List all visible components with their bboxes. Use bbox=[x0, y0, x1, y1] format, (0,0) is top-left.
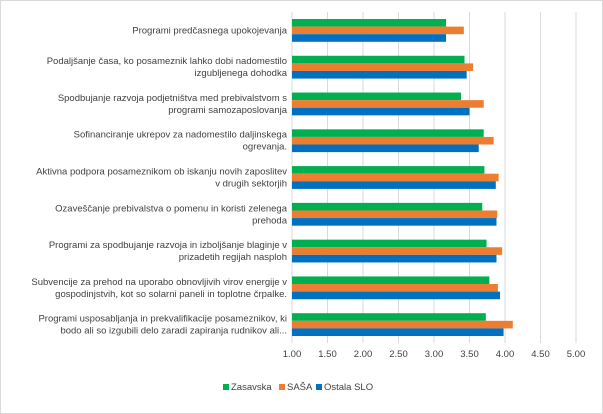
x-tick-labels: 1.00 1.50 2.00 2.50 3.00 3.50 4.00 4.50 5.00 bbox=[283, 349, 586, 360]
category-label: Spodbujanje razvoja podjetništva med pre… bbox=[58, 93, 287, 104]
bar bbox=[292, 284, 498, 292]
category-labels: Programi predčasnega upokojevanja Podaljš… bbox=[31, 25, 287, 336]
category-label: Ozaveščanje prebivalstva o pomenu in kor… bbox=[55, 203, 288, 214]
legend-label: Ostala SLO bbox=[324, 382, 373, 393]
x-tick-label: 4.00 bbox=[496, 349, 515, 360]
bar bbox=[292, 34, 447, 42]
category-label: bodo ali so izgubili delo zaradi zapiran… bbox=[60, 326, 287, 337]
bar bbox=[292, 181, 496, 189]
legend-swatch bbox=[279, 384, 285, 390]
bar bbox=[292, 55, 465, 64]
category-label: prehoda bbox=[252, 215, 288, 226]
bar bbox=[292, 247, 503, 255]
bar bbox=[292, 173, 499, 182]
bar bbox=[292, 107, 470, 116]
category-label: Aktivna podpora posameznikom ob iskanju … bbox=[36, 167, 287, 178]
legend-swatch bbox=[223, 384, 229, 390]
bar bbox=[292, 320, 513, 329]
x-tick-label: 2.50 bbox=[389, 349, 408, 360]
category-label: izgubljenega dohodka bbox=[195, 68, 288, 79]
x-tick-label: 2.00 bbox=[354, 349, 373, 360]
bar bbox=[292, 100, 484, 108]
bar bbox=[292, 239, 487, 248]
bar bbox=[292, 92, 461, 101]
category-label: Programi usposabljanja in prekvalifikaci… bbox=[38, 314, 287, 325]
bar bbox=[292, 26, 464, 35]
category-label: Programi predčasnega upokojevanja bbox=[132, 25, 287, 36]
x-tick-label: 3.00 bbox=[425, 349, 444, 360]
bar bbox=[292, 18, 447, 27]
bars bbox=[292, 18, 513, 337]
bar bbox=[292, 144, 479, 153]
x-tick-label: 5.00 bbox=[567, 349, 586, 360]
bar bbox=[292, 291, 501, 300]
bar bbox=[292, 276, 490, 285]
category-label: Programi za spodbujanje razvoja in izbol… bbox=[49, 240, 287, 251]
bar bbox=[292, 136, 494, 145]
legend-label: Zasavska bbox=[231, 382, 272, 393]
legend: Zasavska SAŠA Ostala SLO bbox=[223, 382, 373, 393]
bar bbox=[292, 63, 474, 71]
bar bbox=[292, 202, 483, 211]
category-label: prizadetih regijah nasploh bbox=[179, 252, 287, 263]
bar bbox=[292, 218, 497, 226]
category-label: v drugih sektorjih bbox=[215, 179, 287, 190]
x-tick-label: 1.00 bbox=[283, 349, 302, 360]
bar bbox=[292, 210, 498, 219]
category-label: Subvencije za prehod na uporabo obnovlji… bbox=[31, 277, 287, 288]
bar bbox=[292, 70, 467, 79]
bar bbox=[292, 328, 504, 337]
bar bbox=[292, 166, 485, 174]
legend-swatch bbox=[316, 384, 322, 390]
x-tick-label: 3.50 bbox=[460, 349, 479, 360]
category-label: Sofinanciranje ukrepov za nadomestilo da… bbox=[74, 130, 288, 141]
category-label: ogrevanja. bbox=[243, 142, 287, 153]
category-label: programi samozaposlovanja bbox=[168, 105, 288, 116]
bar bbox=[292, 129, 484, 137]
x-tick-label: 4.50 bbox=[531, 349, 550, 360]
legend-label: SAŠA bbox=[287, 382, 313, 393]
bar bbox=[292, 254, 497, 263]
category-label: Podaljšanje časa, ko posameznik lahko do… bbox=[47, 56, 287, 67]
x-tick-label: 1.50 bbox=[318, 349, 337, 360]
category-label: gospodinjstvih, kot so solarni paneli in… bbox=[55, 289, 287, 300]
bar bbox=[292, 313, 486, 321]
